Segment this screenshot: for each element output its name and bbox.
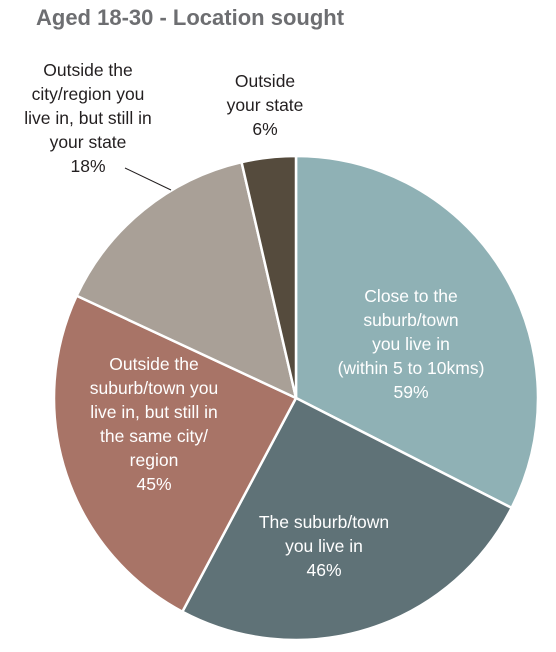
- slice-label-outside-city-same-state: Outside the city/region you live in, but s…: [24, 60, 151, 176]
- leader-line: [124, 167, 172, 191]
- slice-label-line: Outside the: [109, 354, 199, 374]
- slice-label-line: live in, but still in: [90, 402, 217, 422]
- slice-label-line: live in, but still in: [24, 108, 151, 128]
- slice-label-line: Outside: [235, 71, 295, 91]
- slice-label-line: region: [130, 450, 179, 470]
- slice-label-line: city/region you: [32, 84, 145, 104]
- slice-label-line: you live in: [372, 334, 450, 354]
- slice-label-line: 46%: [306, 560, 341, 580]
- slice-label-line: you live in: [285, 536, 363, 556]
- pie-slice-outside-suburb-same-city: [52, 294, 298, 613]
- chart-title: Aged 18-30 - Location sought: [36, 5, 345, 30]
- pie-slice-outside-city-same-state: [75, 160, 298, 400]
- slice-label-line: your state: [227, 95, 304, 115]
- slice-label-line: Close to the: [364, 286, 457, 306]
- slice-label-line: 18%: [70, 156, 105, 176]
- slice-label-line: 59%: [393, 382, 428, 402]
- slice-label-outside-state: Outside your state 6%: [227, 71, 304, 139]
- slice-label-line: (within 5 to 10kms): [338, 358, 485, 378]
- slice-label-close-to-suburb: Close to the suburb/town you live in (withi…: [338, 286, 485, 402]
- slice-label-line: the same city/: [100, 426, 208, 446]
- slice-label-line: The suburb/town: [259, 512, 389, 532]
- pie-slice-close-to-suburb: [294, 154, 540, 510]
- slice-label-line: suburb/town: [363, 310, 458, 330]
- slice-label-line: Outside the: [43, 60, 133, 80]
- slice-label-outside-suburb-same-city: Outside the suburb/town you live in, but s…: [90, 354, 218, 494]
- slice-label-line: 45%: [136, 474, 171, 494]
- slice-label-line: suburb/town you: [90, 378, 218, 398]
- slice-label-line: your state: [50, 132, 127, 152]
- pie-slice-outside-state: [240, 154, 298, 400]
- slice-label-line: 6%: [252, 119, 277, 139]
- slice-label-your-suburb: The suburb/town you live in 46%: [259, 512, 389, 580]
